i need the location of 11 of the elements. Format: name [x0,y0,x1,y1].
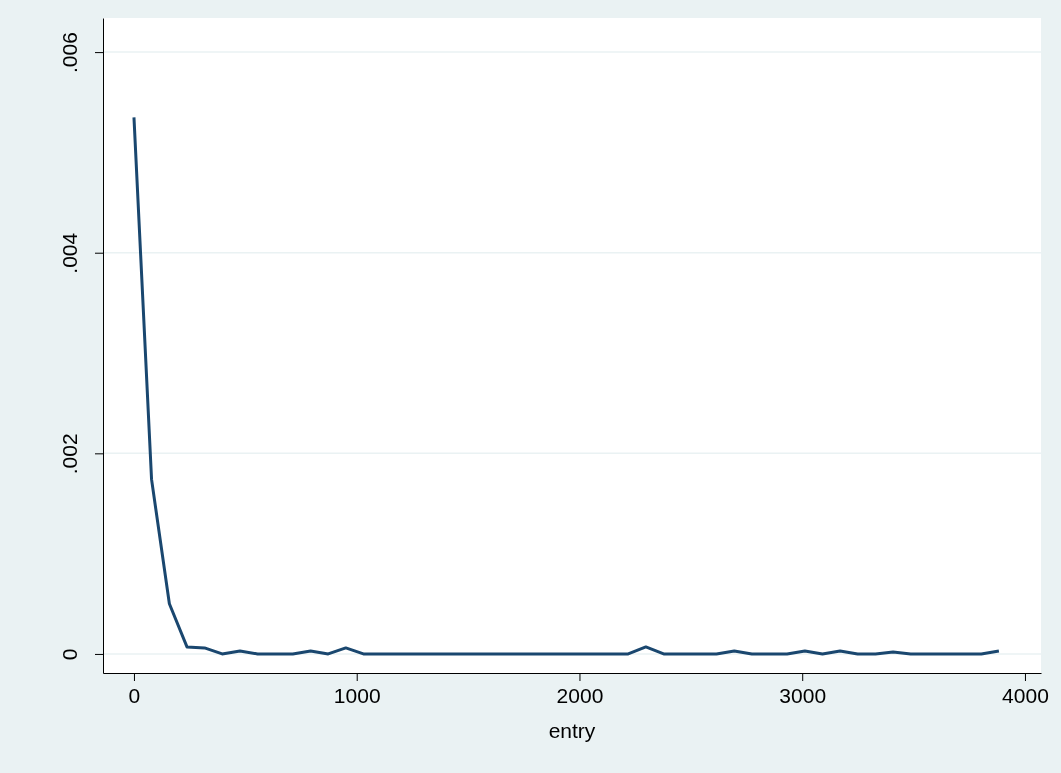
x-tick-label: 3000 [779,683,827,707]
x-tick-label: 2000 [556,683,604,707]
x-tick-label: 4000 [1002,683,1049,707]
x-tick-label: 0 [128,683,141,707]
line-series [132,115,1001,656]
y-tick-label: .006 [58,32,81,74]
x-axis-title: entry [548,719,596,742]
y-tick-label: .004 [58,232,81,274]
x-tick-label: 1000 [333,683,381,707]
y-tick-label: 0 [58,648,81,661]
y-tick-label: .002 [58,433,81,475]
